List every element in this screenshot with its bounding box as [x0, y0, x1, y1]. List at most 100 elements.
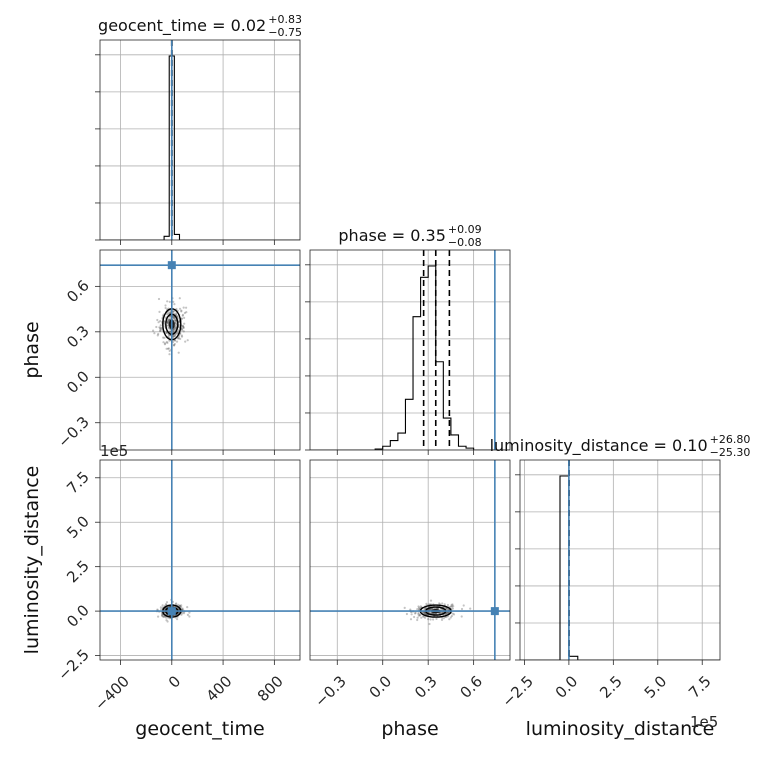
sample-point [166, 300, 169, 303]
sample-point [166, 620, 169, 623]
title-sub: −0.75 [268, 26, 302, 39]
sample-point [182, 326, 185, 329]
sample-point [159, 329, 162, 332]
sample-point [182, 326, 185, 330]
sample-point [182, 612, 186, 615]
sample-point [172, 316, 175, 319]
sample-point [460, 615, 463, 618]
title-sub: −25.30 [710, 446, 751, 459]
sample-point [175, 332, 179, 335]
sample-point [452, 613, 456, 616]
sample-point [177, 336, 180, 339]
sample-point [416, 608, 419, 611]
sample-point [414, 611, 417, 614]
sample-point [184, 340, 187, 343]
sample-point [158, 329, 162, 333]
y-tick-label: 0.0 [63, 367, 93, 397]
sample-point [439, 608, 442, 611]
sample-point [172, 310, 175, 314]
sample-point [165, 331, 168, 334]
sample-point [416, 616, 419, 619]
truth-marker [490, 607, 499, 616]
title-sup: +26.80 [710, 433, 751, 446]
sample-point [181, 313, 185, 316]
sample-point [429, 599, 433, 602]
sample-point [177, 337, 180, 340]
title-sup: +0.09 [448, 223, 482, 236]
sample-point [452, 605, 455, 608]
sample-point [182, 330, 185, 333]
sample-point [159, 606, 162, 609]
truth-marker [167, 261, 176, 270]
panel-title: luminosity_distance = 0.10 +26.80−25.30 [490, 433, 751, 459]
sample-point [178, 297, 181, 300]
sample-point [166, 321, 169, 324]
sample-point [174, 319, 177, 322]
sample-point [157, 321, 160, 324]
sample-point [450, 614, 453, 618]
sample-point [423, 608, 426, 611]
sample-point [427, 618, 430, 621]
y-tick-label: −2.5 [54, 646, 92, 684]
y-tick-label: 0.0 [63, 601, 93, 631]
sample-point [180, 309, 183, 312]
sample-point [173, 329, 176, 333]
sample-point [179, 337, 182, 340]
sample-point [174, 313, 178, 316]
truth-marker [167, 607, 176, 616]
sample-point [424, 607, 427, 610]
sample-point [157, 615, 160, 618]
sample-point [188, 615, 191, 618]
x-tick-label: 5.0 [641, 672, 671, 702]
sample-point [428, 622, 431, 626]
sample-point [180, 334, 183, 337]
x-offset-text: 1e5 [690, 713, 718, 731]
sample-point [180, 317, 183, 320]
sample-point [161, 614, 164, 618]
sample-point [422, 611, 425, 614]
sample-point [180, 327, 183, 331]
sample-point [188, 611, 191, 614]
sample-point [451, 612, 454, 615]
sample-point [431, 612, 435, 615]
histogram-panel-phase [305, 249, 511, 455]
sample-point [165, 347, 168, 350]
sample-point [449, 616, 452, 619]
sample-point [158, 326, 161, 329]
sample-point [172, 316, 175, 319]
title-main: phase = 0.35 [338, 226, 445, 245]
sample-point [446, 603, 449, 607]
sample-point [183, 316, 186, 319]
sample-point [159, 324, 162, 327]
sample-point [161, 604, 164, 607]
sample-point [183, 322, 186, 325]
panel-title: phase = 0.35 +0.09−0.08 [338, 223, 481, 249]
sample-point [164, 342, 167, 345]
sample-point [181, 612, 184, 615]
y-tick-label: 0.6 [63, 276, 93, 306]
sample-point [419, 614, 422, 617]
sample-point [158, 310, 161, 313]
scatter-panel-geocent_time-vs-luminosity_distance [95, 459, 301, 665]
sample-point [417, 612, 420, 615]
sample-point [469, 607, 472, 610]
sample-point [165, 340, 168, 344]
sample-point [153, 332, 156, 335]
sample-point [166, 347, 170, 350]
sample-point [163, 336, 166, 339]
histogram-step [310, 265, 510, 450]
sample-point [176, 315, 179, 318]
sample-point [413, 615, 416, 619]
sample-point [424, 616, 427, 619]
sample-point [168, 353, 171, 356]
sample-point [172, 335, 175, 338]
sample-point [174, 322, 177, 325]
x-tick-label: −400 [91, 672, 133, 714]
x-tick-label: 0.0 [552, 672, 582, 702]
x-tick-label: −0.3 [311, 672, 349, 710]
sample-point [421, 615, 425, 618]
sample-point [168, 334, 171, 337]
sample-point [167, 318, 170, 321]
sample-point [176, 618, 179, 621]
sample-point [430, 607, 433, 610]
